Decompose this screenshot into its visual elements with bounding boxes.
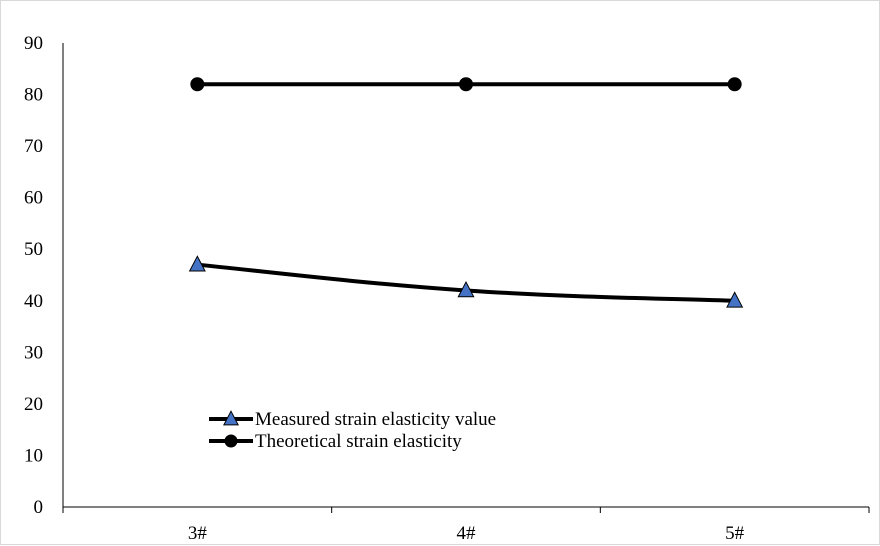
y-tick-label: 90 [24,33,43,54]
y-tick-label: 0 [34,497,44,518]
series-theoretical [190,77,742,92]
data-point-circle [190,77,205,92]
legend-entry: Theoretical strain elasticity [209,431,462,452]
y-tick-label: 70 [24,136,43,157]
x-tick-label: 3# [188,523,208,544]
data-point-circle [459,77,473,92]
y-tick-label: 60 [24,188,43,209]
x-tick-label: 5# [725,523,745,544]
y-tick-label: 80 [24,85,43,106]
axes: 0 10 20 30 40 50 60 70 80 90 3# 4# 5# [24,33,870,544]
legend-entry: Measured strain elasticity value [209,409,496,430]
legend-marker-triangle [223,410,239,426]
legend-label: Measured strain elasticity value [255,409,496,430]
series-layer [188,77,744,308]
series-measured [188,255,744,308]
legend-marker-circle [224,434,238,448]
y-tick-label: 30 [24,342,43,363]
legend-label: Theoretical strain elasticity [255,431,462,452]
data-point-triangle [457,280,475,298]
legend: Measured strain elasticity valueTheoreti… [209,409,496,452]
data-point-circle [727,77,742,92]
y-tick-label: 40 [24,291,43,312]
y-tick-label: 50 [24,239,43,260]
data-point-triangle [726,291,744,308]
y-tick-label: 10 [24,445,43,466]
data-point-triangle [188,255,206,272]
x-tick-label: 4# [457,523,477,544]
y-tick-label: 20 [24,394,43,415]
